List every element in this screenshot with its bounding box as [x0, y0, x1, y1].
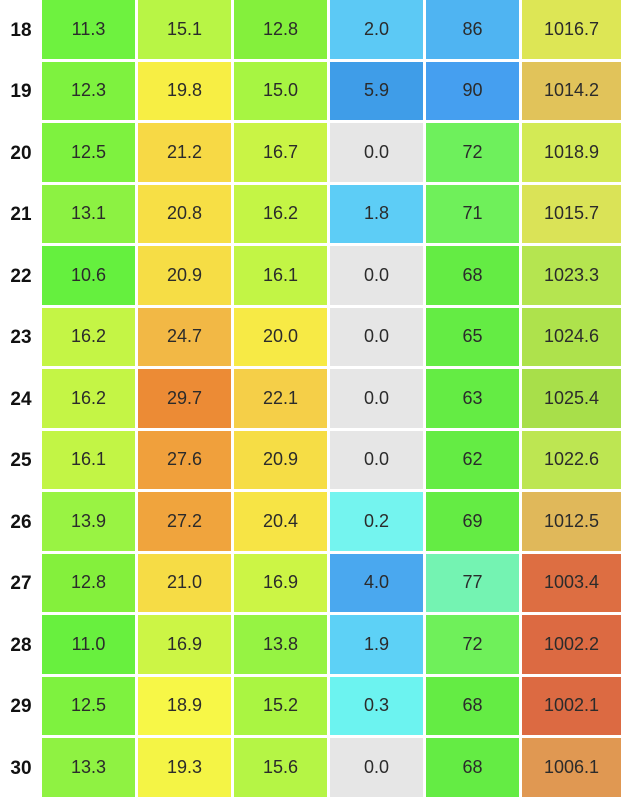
data-cell: 1018.9	[522, 123, 621, 185]
data-cell: 12.8	[234, 0, 330, 62]
data-cell: 62	[426, 430, 522, 492]
data-cell: 0.3	[330, 676, 426, 738]
data-cell: 1012.5	[522, 492, 621, 554]
data-cell: 22.1	[234, 369, 330, 431]
day-label: 30	[0, 738, 42, 800]
data-cell: 12.5	[42, 676, 138, 738]
data-cell: 1002.1	[522, 676, 621, 738]
day-label: 19	[0, 61, 42, 123]
data-cell: 77	[426, 553, 522, 615]
data-cell: 15.0	[234, 61, 330, 123]
data-cell: 12.3	[42, 61, 138, 123]
data-cell: 16.9	[138, 615, 234, 677]
data-cell: 90	[426, 61, 522, 123]
day-label: 24	[0, 369, 42, 431]
data-cell: 24.7	[138, 307, 234, 369]
data-cell: 68	[426, 246, 522, 308]
data-cell: 0.0	[330, 738, 426, 800]
data-cell: 16.9	[234, 553, 330, 615]
data-cell: 5.9	[330, 61, 426, 123]
data-cell: 1023.3	[522, 246, 621, 308]
data-cell: 12.8	[42, 553, 138, 615]
data-cell: 1002.2	[522, 615, 621, 677]
data-cell: 15.6	[234, 738, 330, 800]
data-cell: 16.2	[42, 307, 138, 369]
data-cell: 20.8	[138, 184, 234, 246]
data-cell: 0.2	[330, 492, 426, 554]
day-label: 29	[0, 676, 42, 738]
day-label: 20	[0, 123, 42, 185]
day-label: 21	[0, 184, 42, 246]
data-cell: 10.6	[42, 246, 138, 308]
data-cell: 15.2	[234, 676, 330, 738]
data-cell: 1.8	[330, 184, 426, 246]
data-cell: 20.4	[234, 492, 330, 554]
day-label: 28	[0, 615, 42, 677]
data-cell: 1003.4	[522, 553, 621, 615]
data-cell: 11.3	[42, 0, 138, 62]
day-label: 25	[0, 430, 42, 492]
data-cell: 16.1	[234, 246, 330, 308]
data-cell: 21.2	[138, 123, 234, 185]
data-cell: 11.0	[42, 615, 138, 677]
data-cell: 1.9	[330, 615, 426, 677]
data-cell: 63	[426, 369, 522, 431]
data-cell: 27.6	[138, 430, 234, 492]
data-cell: 19.8	[138, 61, 234, 123]
data-cell: 16.7	[234, 123, 330, 185]
data-cell: 72	[426, 615, 522, 677]
data-cell: 1022.6	[522, 430, 621, 492]
data-cell: 12.5	[42, 123, 138, 185]
data-cell: 21.0	[138, 553, 234, 615]
data-cell: 1024.6	[522, 307, 621, 369]
data-cell: 13.3	[42, 738, 138, 800]
data-cell: 19.3	[138, 738, 234, 800]
data-cell: 16.2	[234, 184, 330, 246]
data-cell: 71	[426, 184, 522, 246]
data-cell: 0.0	[330, 369, 426, 431]
data-cell: 13.9	[42, 492, 138, 554]
data-cell: 0.0	[330, 123, 426, 185]
data-cell: 13.8	[234, 615, 330, 677]
day-label: 26	[0, 492, 42, 554]
data-cell: 2.0	[330, 0, 426, 62]
day-label: 27	[0, 553, 42, 615]
data-cell: 69	[426, 492, 522, 554]
data-cell: 1014.2	[522, 61, 621, 123]
day-label: 23	[0, 307, 42, 369]
data-cell: 1006.1	[522, 738, 621, 800]
data-cell: 16.1	[42, 430, 138, 492]
data-cell: 0.0	[330, 430, 426, 492]
data-cell: 4.0	[330, 553, 426, 615]
data-cell: 18.9	[138, 676, 234, 738]
data-cell: 1025.4	[522, 369, 621, 431]
data-cell: 16.2	[42, 369, 138, 431]
data-cell: 1016.7	[522, 0, 621, 62]
data-cell: 1015.7	[522, 184, 621, 246]
data-cell: 20.0	[234, 307, 330, 369]
data-cell: 68	[426, 676, 522, 738]
data-cell: 72	[426, 123, 522, 185]
day-label: 22	[0, 246, 42, 308]
data-cell: 15.1	[138, 0, 234, 62]
day-label: 18	[0, 0, 42, 62]
data-cell: 86	[426, 0, 522, 62]
data-cell: 20.9	[138, 246, 234, 308]
data-cell: 27.2	[138, 492, 234, 554]
data-cell: 29.7	[138, 369, 234, 431]
data-cell: 13.1	[42, 184, 138, 246]
data-cell: 65	[426, 307, 522, 369]
data-cell: 68	[426, 738, 522, 800]
data-cell: 0.0	[330, 246, 426, 308]
data-cell: 20.9	[234, 430, 330, 492]
data-cell: 0.0	[330, 307, 426, 369]
